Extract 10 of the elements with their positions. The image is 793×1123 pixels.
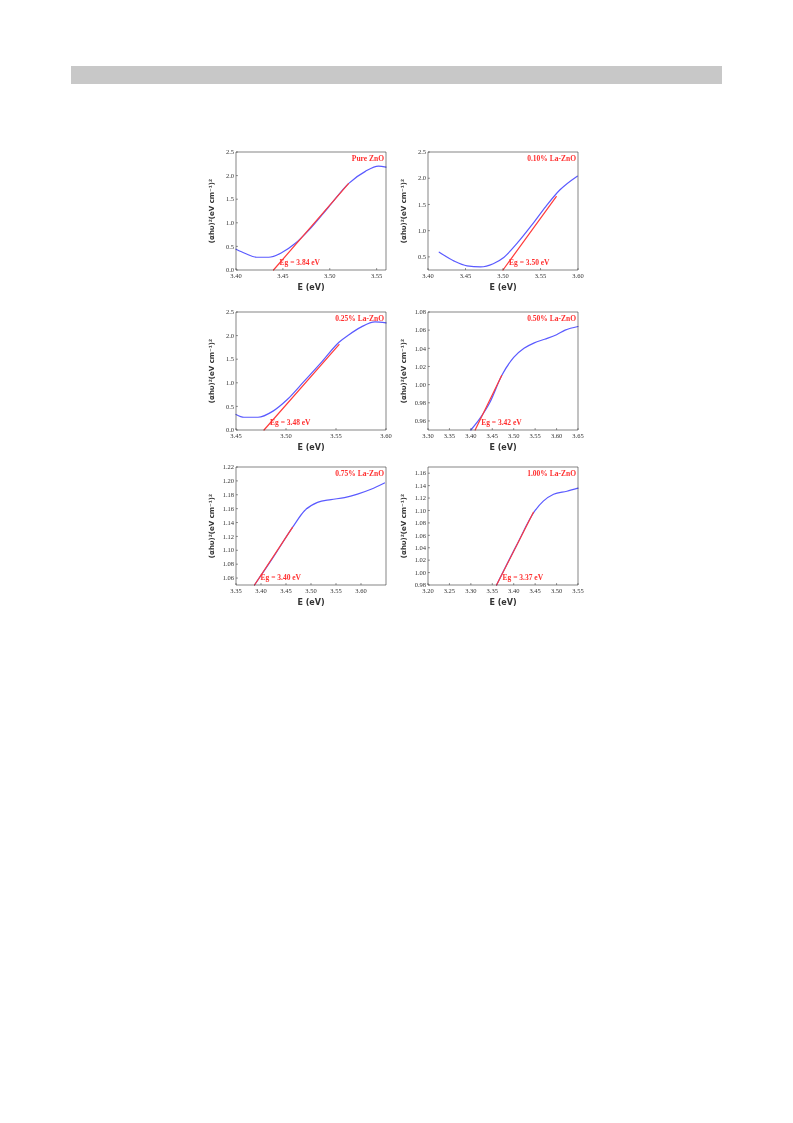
line-series xyxy=(235,165,387,258)
x-axis-title: E (eV) xyxy=(489,598,517,607)
x-axis-title: E (eV) xyxy=(297,443,325,452)
x-axis-title: E (eV) xyxy=(489,443,517,452)
x-axis-title: E (eV) xyxy=(489,283,517,292)
x-axis-title: E (eV) xyxy=(297,283,325,292)
line-series xyxy=(470,325,579,431)
line-series xyxy=(438,175,578,268)
line-series xyxy=(235,321,387,418)
x-axis-title: E (eV) xyxy=(297,598,325,607)
